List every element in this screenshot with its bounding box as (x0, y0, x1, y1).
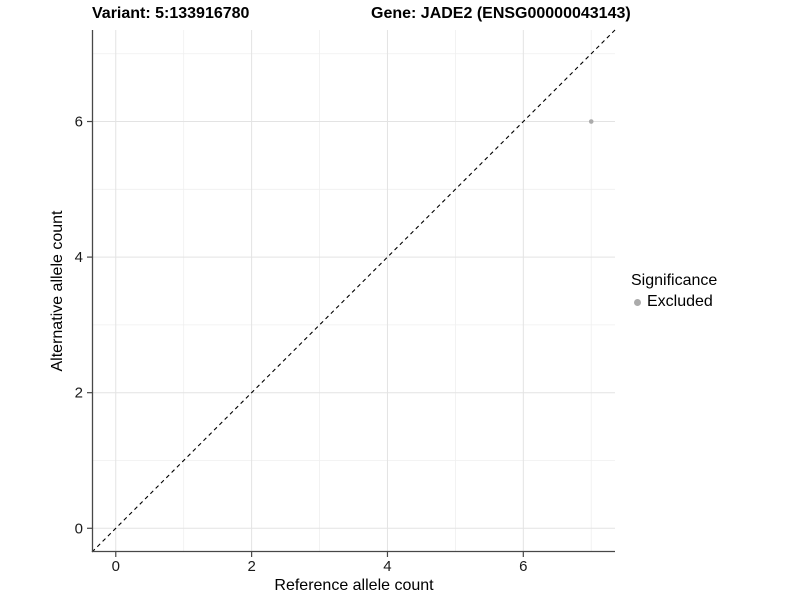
plot-title-variant: Variant: 5:133916780 (92, 5, 250, 22)
plot-title-gene: Gene: JADE2 (ENSG00000043143) (371, 5, 631, 22)
y-tick-label: 6 (75, 114, 83, 131)
data-point (588, 119, 594, 124)
y-tick-label: 2 (75, 385, 83, 402)
y-tick-label: 0 (75, 520, 83, 537)
legend-item-excluded: Excluded (631, 293, 717, 311)
plot-panel: 0 2 4 6 0 2 4 6 (75, 29, 616, 575)
y-axis-title: Alternative allele count (49, 210, 66, 372)
legend-item-label: Excluded (647, 293, 713, 310)
legend-point-icon (634, 298, 641, 306)
legend: Significance Excluded (631, 272, 717, 311)
legend-title: Significance (631, 272, 718, 289)
plot-canvas: 0 2 4 6 0 2 4 6 (75, 29, 616, 575)
x-axis-title: Reference allele count (274, 577, 434, 594)
x-tick-label: 0 (112, 558, 120, 575)
y-tick-label: 4 (75, 249, 83, 266)
x-tick-label: 2 (247, 558, 255, 575)
x-tick-label: 4 (383, 558, 391, 575)
x-tick-label: 6 (519, 558, 527, 575)
identity-line (91, 29, 616, 553)
